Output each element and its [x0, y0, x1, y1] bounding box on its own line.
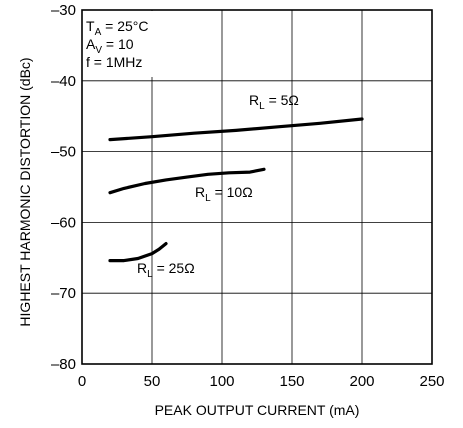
series-lines: [108, 117, 364, 263]
series-line-rl-25: [108, 242, 168, 263]
x-tick-label: 0: [78, 373, 86, 390]
condition-temperature: TA = 25°C: [86, 18, 148, 38]
y-tick-label: –60: [51, 214, 76, 231]
x-tick-label: 150: [279, 373, 304, 390]
x-tick-label: 100: [209, 373, 234, 390]
y-tick-label: –30: [51, 2, 76, 19]
series-label-rl-10: RL = 10Ω: [195, 184, 253, 204]
conditions-background: [83, 11, 173, 77]
y-tick-label: –40: [51, 73, 76, 90]
y-axis-title: HIGHEST HARMONIC DISTORTION (dBc): [17, 57, 33, 326]
x-axis-title: PEAK OUTPUT CURRENT (mA): [155, 402, 360, 418]
x-tick-label: 200: [349, 373, 374, 390]
grid-lines: [82, 10, 432, 364]
plot-frame: [81, 9, 433, 365]
series-line-rl-10: [108, 167, 266, 195]
y-tick-label: –50: [51, 144, 76, 161]
y-tick-label: –80: [51, 356, 76, 373]
conditions-box: TA = 25°CAV = 10f = 1MHz: [83, 11, 173, 77]
y-tick-label: –70: [51, 285, 76, 302]
series-label-rl-25: RL = 25Ω: [137, 260, 195, 280]
series-line-rl-5: [108, 117, 364, 142]
condition-gain: AV = 10: [86, 36, 134, 56]
tick-labels: 0 50 100 150 200 250 –30 –40 –50 –60 –70 –80: [51, 2, 445, 390]
condition-frequency: f = 1MHz: [86, 54, 142, 70]
x-tick-label: 250: [419, 373, 444, 390]
x-tick-label: 50: [144, 373, 161, 390]
series-labels: RL = 5Ω RL = 10Ω RL = 25Ω: [137, 92, 299, 280]
series-label-rl-5: RL = 5Ω: [249, 92, 299, 112]
